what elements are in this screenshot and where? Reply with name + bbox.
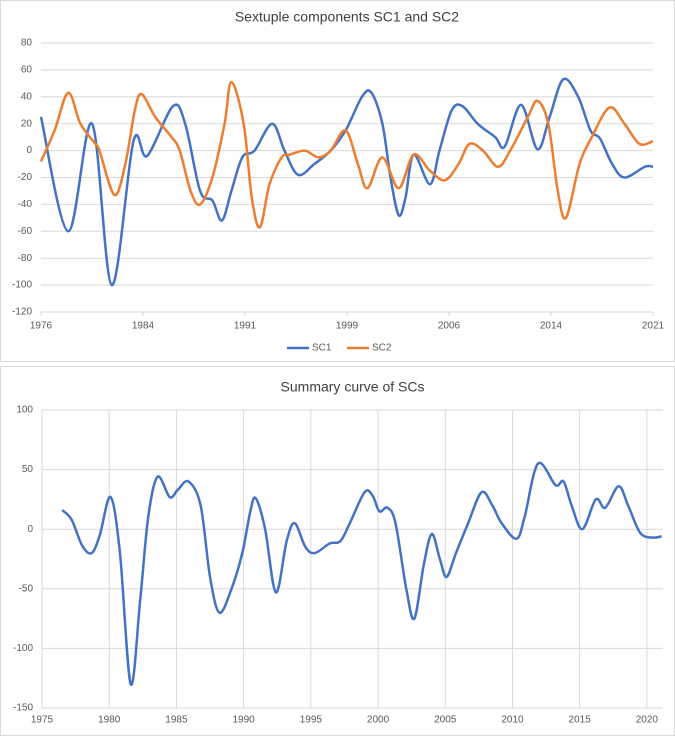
chart-frame (0, 0, 675, 362)
x-tick-label: 1985 (165, 715, 188, 726)
x-tick-label: 2005 (434, 715, 457, 726)
y-tick-label: 0 (26, 145, 32, 156)
y-tick-label: 60 (21, 65, 33, 76)
y-tick-label: -100 (12, 280, 32, 291)
y-tick-label: 50 (22, 464, 34, 475)
y-tick-label: -150 (13, 703, 33, 714)
x-tick-label: 1976 (30, 321, 53, 332)
y-tick-label: -120 (12, 307, 32, 318)
y-tick-label: -50 (19, 583, 34, 594)
y-tick-label: -40 (18, 199, 33, 210)
y-tick-label: -100 (13, 643, 33, 654)
chart-frame (0, 366, 675, 736)
x-tick-label: 1984 (132, 321, 155, 332)
x-tick-label: 2015 (569, 715, 592, 726)
y-tick-label: 100 (16, 405, 33, 416)
x-tick-label: 1975 (31, 715, 54, 726)
y-tick-label: 40 (21, 91, 33, 102)
y-tick-label: 0 (27, 524, 33, 535)
y-tick-label: 20 (21, 118, 33, 129)
chart-title: Sextuple components SC1 and SC2 (235, 9, 459, 25)
y-tick-label: -60 (18, 226, 33, 237)
series-line (39, 77, 654, 287)
x-tick-label: 2000 (367, 715, 390, 726)
x-tick-label: 2021 (642, 321, 665, 332)
x-tick-label: 1990 (232, 715, 255, 726)
chart-title: Summary curve of SCs (281, 379, 425, 395)
x-tick-label: 2014 (540, 321, 563, 332)
x-tick-label: 2010 (501, 715, 524, 726)
x-tick-label: 1991 (234, 321, 257, 332)
legend-label: SC2 (372, 343, 392, 354)
series-line (39, 80, 654, 229)
x-tick-label: 1980 (98, 715, 121, 726)
x-tick-label: 1999 (336, 321, 359, 332)
x-tick-label: 2006 (438, 321, 461, 332)
x-tick-label: 1995 (300, 715, 323, 726)
y-tick-label: -20 (18, 172, 33, 183)
legend-label: SC1 (312, 343, 332, 354)
y-tick-label: -80 (18, 253, 33, 264)
x-tick-label: 2020 (636, 715, 659, 726)
series-line (61, 461, 662, 686)
y-tick-label: 80 (21, 38, 33, 49)
